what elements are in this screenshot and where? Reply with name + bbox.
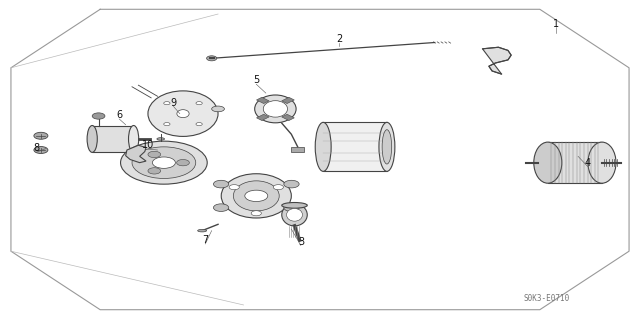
Circle shape xyxy=(251,211,261,216)
Ellipse shape xyxy=(382,130,392,164)
Text: 4: 4 xyxy=(584,158,591,168)
Ellipse shape xyxy=(282,204,307,226)
Circle shape xyxy=(148,151,161,158)
Ellipse shape xyxy=(588,142,616,183)
Ellipse shape xyxy=(534,142,562,183)
Bar xyxy=(282,97,294,104)
FancyBboxPatch shape xyxy=(323,122,387,171)
Circle shape xyxy=(92,113,105,119)
Bar xyxy=(291,147,304,152)
Circle shape xyxy=(284,180,299,188)
Text: S0K3-E0710: S0K3-E0710 xyxy=(524,294,570,303)
Ellipse shape xyxy=(282,203,307,208)
Ellipse shape xyxy=(287,209,303,221)
Ellipse shape xyxy=(234,181,279,211)
Ellipse shape xyxy=(212,106,225,112)
Circle shape xyxy=(132,147,196,178)
Circle shape xyxy=(213,204,228,211)
Bar xyxy=(282,114,294,121)
Ellipse shape xyxy=(157,138,164,140)
Text: 10: 10 xyxy=(142,140,154,150)
Text: 3: 3 xyxy=(298,237,304,247)
Ellipse shape xyxy=(129,125,139,152)
Circle shape xyxy=(245,190,268,202)
Ellipse shape xyxy=(221,174,291,218)
Circle shape xyxy=(229,185,239,190)
Circle shape xyxy=(148,168,161,174)
Circle shape xyxy=(273,185,284,190)
Circle shape xyxy=(152,157,175,168)
Circle shape xyxy=(164,122,170,126)
Ellipse shape xyxy=(379,122,395,171)
Text: 1: 1 xyxy=(553,19,559,28)
Bar xyxy=(257,97,269,104)
Bar xyxy=(257,114,269,121)
Text: 2: 2 xyxy=(336,34,342,44)
Text: 7: 7 xyxy=(202,235,209,245)
Ellipse shape xyxy=(255,95,296,123)
Circle shape xyxy=(196,122,202,126)
Polygon shape xyxy=(125,145,146,163)
Circle shape xyxy=(164,102,170,105)
Circle shape xyxy=(34,132,48,139)
Text: 8: 8 xyxy=(33,144,40,153)
Ellipse shape xyxy=(177,110,189,118)
Ellipse shape xyxy=(198,229,207,232)
Circle shape xyxy=(207,56,217,61)
Circle shape xyxy=(120,141,207,184)
FancyBboxPatch shape xyxy=(92,125,134,152)
Text: 6: 6 xyxy=(116,110,122,120)
Ellipse shape xyxy=(148,91,218,137)
Text: 5: 5 xyxy=(253,76,259,85)
Circle shape xyxy=(196,102,202,105)
Ellipse shape xyxy=(263,101,287,117)
Polygon shape xyxy=(483,47,511,74)
Ellipse shape xyxy=(316,122,331,171)
Circle shape xyxy=(177,160,189,166)
Circle shape xyxy=(213,180,228,188)
Text: 9: 9 xyxy=(170,98,177,108)
FancyBboxPatch shape xyxy=(548,142,602,183)
Ellipse shape xyxy=(87,125,97,152)
Circle shape xyxy=(34,146,48,153)
Circle shape xyxy=(284,204,299,211)
